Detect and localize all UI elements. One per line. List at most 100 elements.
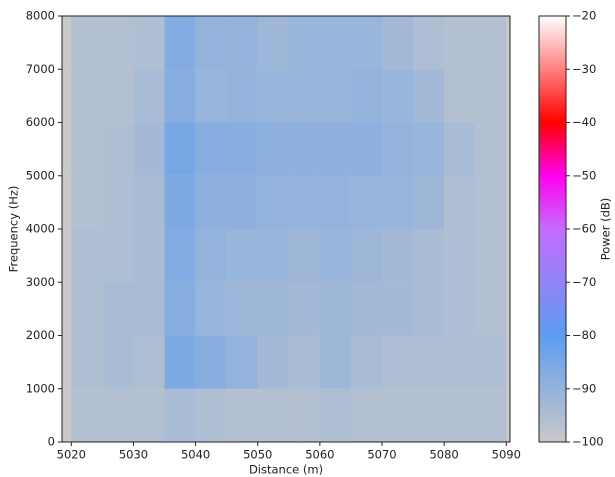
heatmap-cell bbox=[226, 122, 258, 176]
heatmap-cell bbox=[102, 388, 134, 442]
heatmap-cell bbox=[382, 69, 414, 123]
heatmap-cell bbox=[444, 122, 476, 176]
heatmap-cell bbox=[288, 335, 320, 389]
heatmap-cell bbox=[164, 335, 196, 389]
heatmap-cell bbox=[319, 69, 351, 123]
heatmap-cell bbox=[195, 16, 227, 70]
heatmap-cell bbox=[288, 282, 320, 336]
x-tick-label: 5040 bbox=[181, 448, 210, 462]
colorbar-tick-label: −90 bbox=[572, 381, 596, 395]
x-tick-label: 5020 bbox=[57, 448, 86, 462]
heatmap-cell bbox=[319, 335, 351, 389]
heatmap-cell bbox=[71, 388, 103, 442]
heatmap-cell bbox=[133, 16, 165, 70]
heatmap-cell bbox=[102, 69, 134, 123]
heatmap-cell bbox=[102, 229, 134, 283]
heatmap-cell bbox=[413, 69, 445, 123]
heatmap-cell bbox=[350, 282, 382, 336]
heatmap-cell bbox=[475, 16, 507, 70]
heatmap-cell bbox=[444, 229, 476, 283]
y-tick-label: 4000 bbox=[26, 222, 55, 236]
x-tick-label: 5030 bbox=[119, 448, 148, 462]
heatmap-cell bbox=[164, 69, 196, 123]
heatmap-cell bbox=[475, 69, 507, 123]
heatmap-cell bbox=[444, 388, 476, 442]
heatmap-cell bbox=[133, 175, 165, 229]
heatmap-cell bbox=[257, 335, 289, 389]
heatmap-cell bbox=[71, 122, 103, 176]
heatmap-cell bbox=[288, 16, 320, 70]
heatmap-cell bbox=[71, 335, 103, 389]
heatmap-cell bbox=[350, 16, 382, 70]
heatmap-cell bbox=[444, 175, 476, 229]
heatmap-cell bbox=[257, 175, 289, 229]
colorbar-tick-label: −100 bbox=[572, 435, 604, 449]
heatmap-cell bbox=[164, 388, 196, 442]
heatmap-cell bbox=[413, 229, 445, 283]
heatmap-cell bbox=[350, 229, 382, 283]
heatmap-cell bbox=[413, 335, 445, 389]
heatmap-cell bbox=[195, 229, 227, 283]
heatmap-cell bbox=[382, 388, 414, 442]
heatmap-cell bbox=[133, 335, 165, 389]
heatmap-cell bbox=[164, 122, 196, 176]
heatmap-cell bbox=[319, 16, 351, 70]
heatmap-cell bbox=[475, 388, 507, 442]
colorbar-tick-label: −60 bbox=[572, 222, 596, 236]
heatmap-cell bbox=[226, 175, 258, 229]
heatmap-cell bbox=[319, 175, 351, 229]
y-tick-label: 6000 bbox=[26, 115, 55, 129]
y-tick-label: 8000 bbox=[26, 9, 55, 23]
heatmap-cell bbox=[475, 282, 507, 336]
colorbar bbox=[538, 15, 567, 443]
x-tick-label: 5060 bbox=[305, 448, 334, 462]
y-tick-label: 5000 bbox=[26, 168, 55, 182]
heatmap-cell bbox=[413, 16, 445, 70]
heatmap-cell bbox=[288, 69, 320, 123]
colorbar-tick-label: −30 bbox=[572, 62, 596, 76]
heatmap-cell bbox=[475, 229, 507, 283]
heatmap-cell bbox=[475, 175, 507, 229]
heatmap-cell bbox=[350, 388, 382, 442]
heatmap-cell bbox=[350, 69, 382, 123]
colorbar-title: Power (dB) bbox=[599, 198, 613, 261]
heatmap-cell bbox=[319, 282, 351, 336]
heatmap-cell bbox=[71, 229, 103, 283]
heatmap-cell bbox=[319, 229, 351, 283]
x-tick-label: 5080 bbox=[429, 448, 458, 462]
heatmap-cell bbox=[257, 16, 289, 70]
heatmap-cell bbox=[195, 122, 227, 176]
heatmap-cell bbox=[444, 282, 476, 336]
heatmap-cell bbox=[226, 229, 258, 283]
x-tick-label: 5070 bbox=[367, 448, 396, 462]
heatmap-cell bbox=[226, 282, 258, 336]
heatmap-cell bbox=[102, 175, 134, 229]
heatmap-cell bbox=[382, 229, 414, 283]
heatmap-cell bbox=[102, 282, 134, 336]
heatmap-cell bbox=[444, 69, 476, 123]
heatmap-cell bbox=[226, 335, 258, 389]
colorbar-tick-label: −80 bbox=[572, 328, 596, 342]
heatmap-cell bbox=[288, 122, 320, 176]
x-tick-label: 5090 bbox=[492, 448, 521, 462]
heatmap-cell bbox=[350, 175, 382, 229]
heatmap-cell bbox=[133, 388, 165, 442]
heatmap-cell bbox=[71, 69, 103, 123]
heatmap-cell bbox=[382, 122, 414, 176]
heatmap-cell bbox=[226, 388, 258, 442]
heatmap-cell bbox=[444, 335, 476, 389]
heatmap-cell bbox=[413, 282, 445, 336]
x-axis-title: Distance (m) bbox=[249, 463, 323, 477]
heatmap-cell bbox=[319, 388, 351, 442]
heatmap-cell bbox=[350, 122, 382, 176]
heatmap-cell bbox=[257, 282, 289, 336]
heatmap-cell bbox=[226, 69, 258, 123]
heatmap-cell bbox=[288, 388, 320, 442]
heatmap-cell bbox=[102, 335, 134, 389]
heatmap-cell bbox=[382, 282, 414, 336]
heatmap-cell bbox=[257, 69, 289, 123]
heatmap-cell bbox=[102, 16, 134, 70]
heatmap-cell bbox=[195, 388, 227, 442]
heatmap-cell bbox=[257, 122, 289, 176]
